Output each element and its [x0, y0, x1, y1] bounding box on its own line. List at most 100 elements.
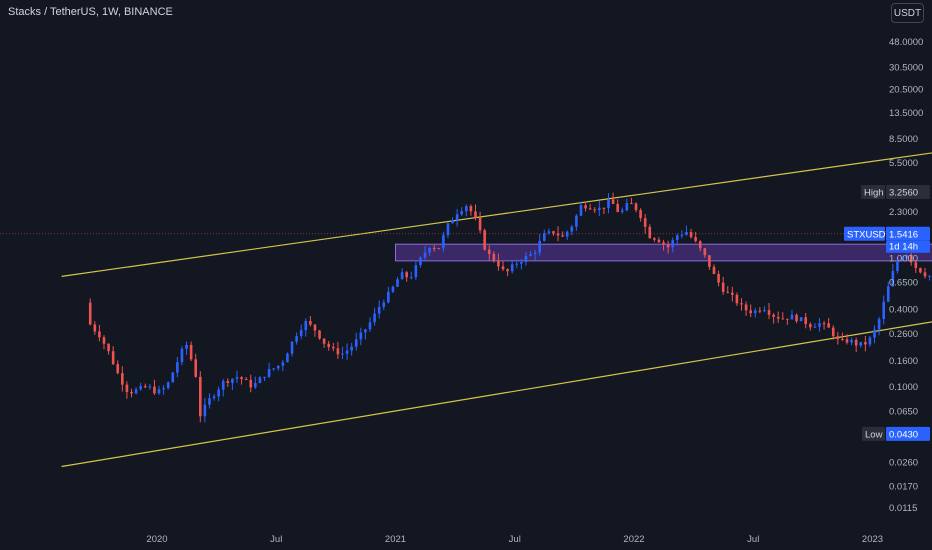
candle-body — [708, 255, 711, 267]
candle — [877, 316, 881, 336]
candle-body — [680, 234, 684, 236]
y-tick-label: 0.1600 — [889, 356, 918, 367]
candle-body — [864, 342, 867, 345]
candle — [428, 246, 431, 256]
candle-body — [620, 210, 624, 212]
candle — [653, 237, 656, 242]
low-value-bg — [886, 426, 930, 441]
y-tick-label: 2.3000 — [889, 207, 918, 218]
candle — [561, 231, 564, 237]
candle-body — [409, 277, 413, 279]
candle-body — [506, 269, 509, 272]
candle — [501, 261, 505, 272]
candle-body — [630, 203, 633, 205]
candle — [409, 271, 413, 280]
candle-body — [249, 379, 253, 388]
candle-body — [492, 253, 496, 261]
currency-button[interactable]: USDT — [891, 3, 924, 23]
candle-body — [886, 286, 890, 302]
candle-body — [813, 326, 817, 328]
candle — [400, 268, 404, 280]
candle — [469, 204, 473, 216]
candle — [735, 292, 739, 306]
symbol-tag: STXUSDT — [847, 229, 892, 240]
candle-body — [721, 282, 725, 292]
candle — [93, 321, 97, 335]
candle-body — [868, 337, 872, 345]
candle-body — [332, 346, 335, 349]
candle-body — [497, 260, 500, 267]
candle-body — [923, 272, 927, 277]
y-tick-label: 0.0650 — [889, 406, 918, 417]
candle-body — [290, 341, 294, 354]
candle — [703, 247, 707, 258]
candle — [107, 343, 110, 355]
candle-body — [643, 218, 647, 227]
candle — [891, 263, 895, 288]
candle — [864, 335, 867, 352]
candle — [226, 378, 230, 387]
candle-body — [662, 242, 665, 245]
candle — [822, 320, 826, 330]
candle-body — [460, 211, 464, 215]
candle — [437, 247, 441, 250]
candle-body — [276, 365, 280, 369]
candle-body — [634, 203, 638, 211]
candle-body — [763, 310, 766, 312]
candle — [648, 224, 652, 239]
candle-body — [795, 314, 798, 322]
candle — [299, 324, 303, 340]
y-tick-label: 0.0115 — [889, 503, 917, 514]
candle — [263, 376, 266, 382]
candle-body — [391, 286, 395, 292]
candle-body — [588, 208, 592, 210]
candle — [460, 207, 464, 217]
candle — [588, 203, 592, 211]
y-tick-label: 1.0000 — [889, 254, 918, 265]
x-tick-label: Jul — [509, 534, 521, 545]
candle-body — [731, 292, 734, 295]
candle — [749, 304, 752, 318]
candle-body — [666, 244, 670, 248]
channel-lower-line — [61, 321, 932, 468]
candle — [786, 318, 789, 325]
candle-body — [685, 232, 688, 235]
candle — [827, 318, 830, 328]
candle — [598, 200, 601, 217]
candle-body — [584, 205, 587, 209]
candle-body — [909, 254, 913, 263]
candle-body — [767, 310, 771, 315]
candle-body — [121, 373, 124, 385]
candle — [148, 383, 152, 390]
candle-body — [203, 404, 207, 417]
candle-body — [143, 386, 147, 388]
candle — [139, 382, 142, 391]
candle-body — [405, 272, 408, 278]
candle — [180, 346, 184, 366]
candle — [928, 275, 931, 281]
x-tick-label: 2021 — [385, 534, 406, 545]
candle-body — [442, 235, 445, 249]
candle-body — [235, 377, 239, 379]
candle-body — [822, 323, 826, 325]
candle — [497, 253, 500, 271]
candle — [240, 376, 243, 385]
candle — [905, 253, 908, 260]
candle-body — [451, 220, 454, 224]
candle — [130, 388, 133, 398]
candle-body — [446, 223, 450, 236]
candle-body — [919, 268, 922, 273]
candle-body — [891, 271, 895, 287]
candle — [538, 234, 542, 256]
candle-body — [850, 339, 853, 343]
candle — [391, 285, 395, 294]
candle — [405, 270, 408, 282]
candle — [831, 325, 835, 340]
candle — [726, 286, 730, 294]
channel-upper-line — [61, 152, 932, 277]
candle — [345, 343, 349, 360]
candle — [171, 371, 175, 383]
candle — [717, 270, 720, 287]
